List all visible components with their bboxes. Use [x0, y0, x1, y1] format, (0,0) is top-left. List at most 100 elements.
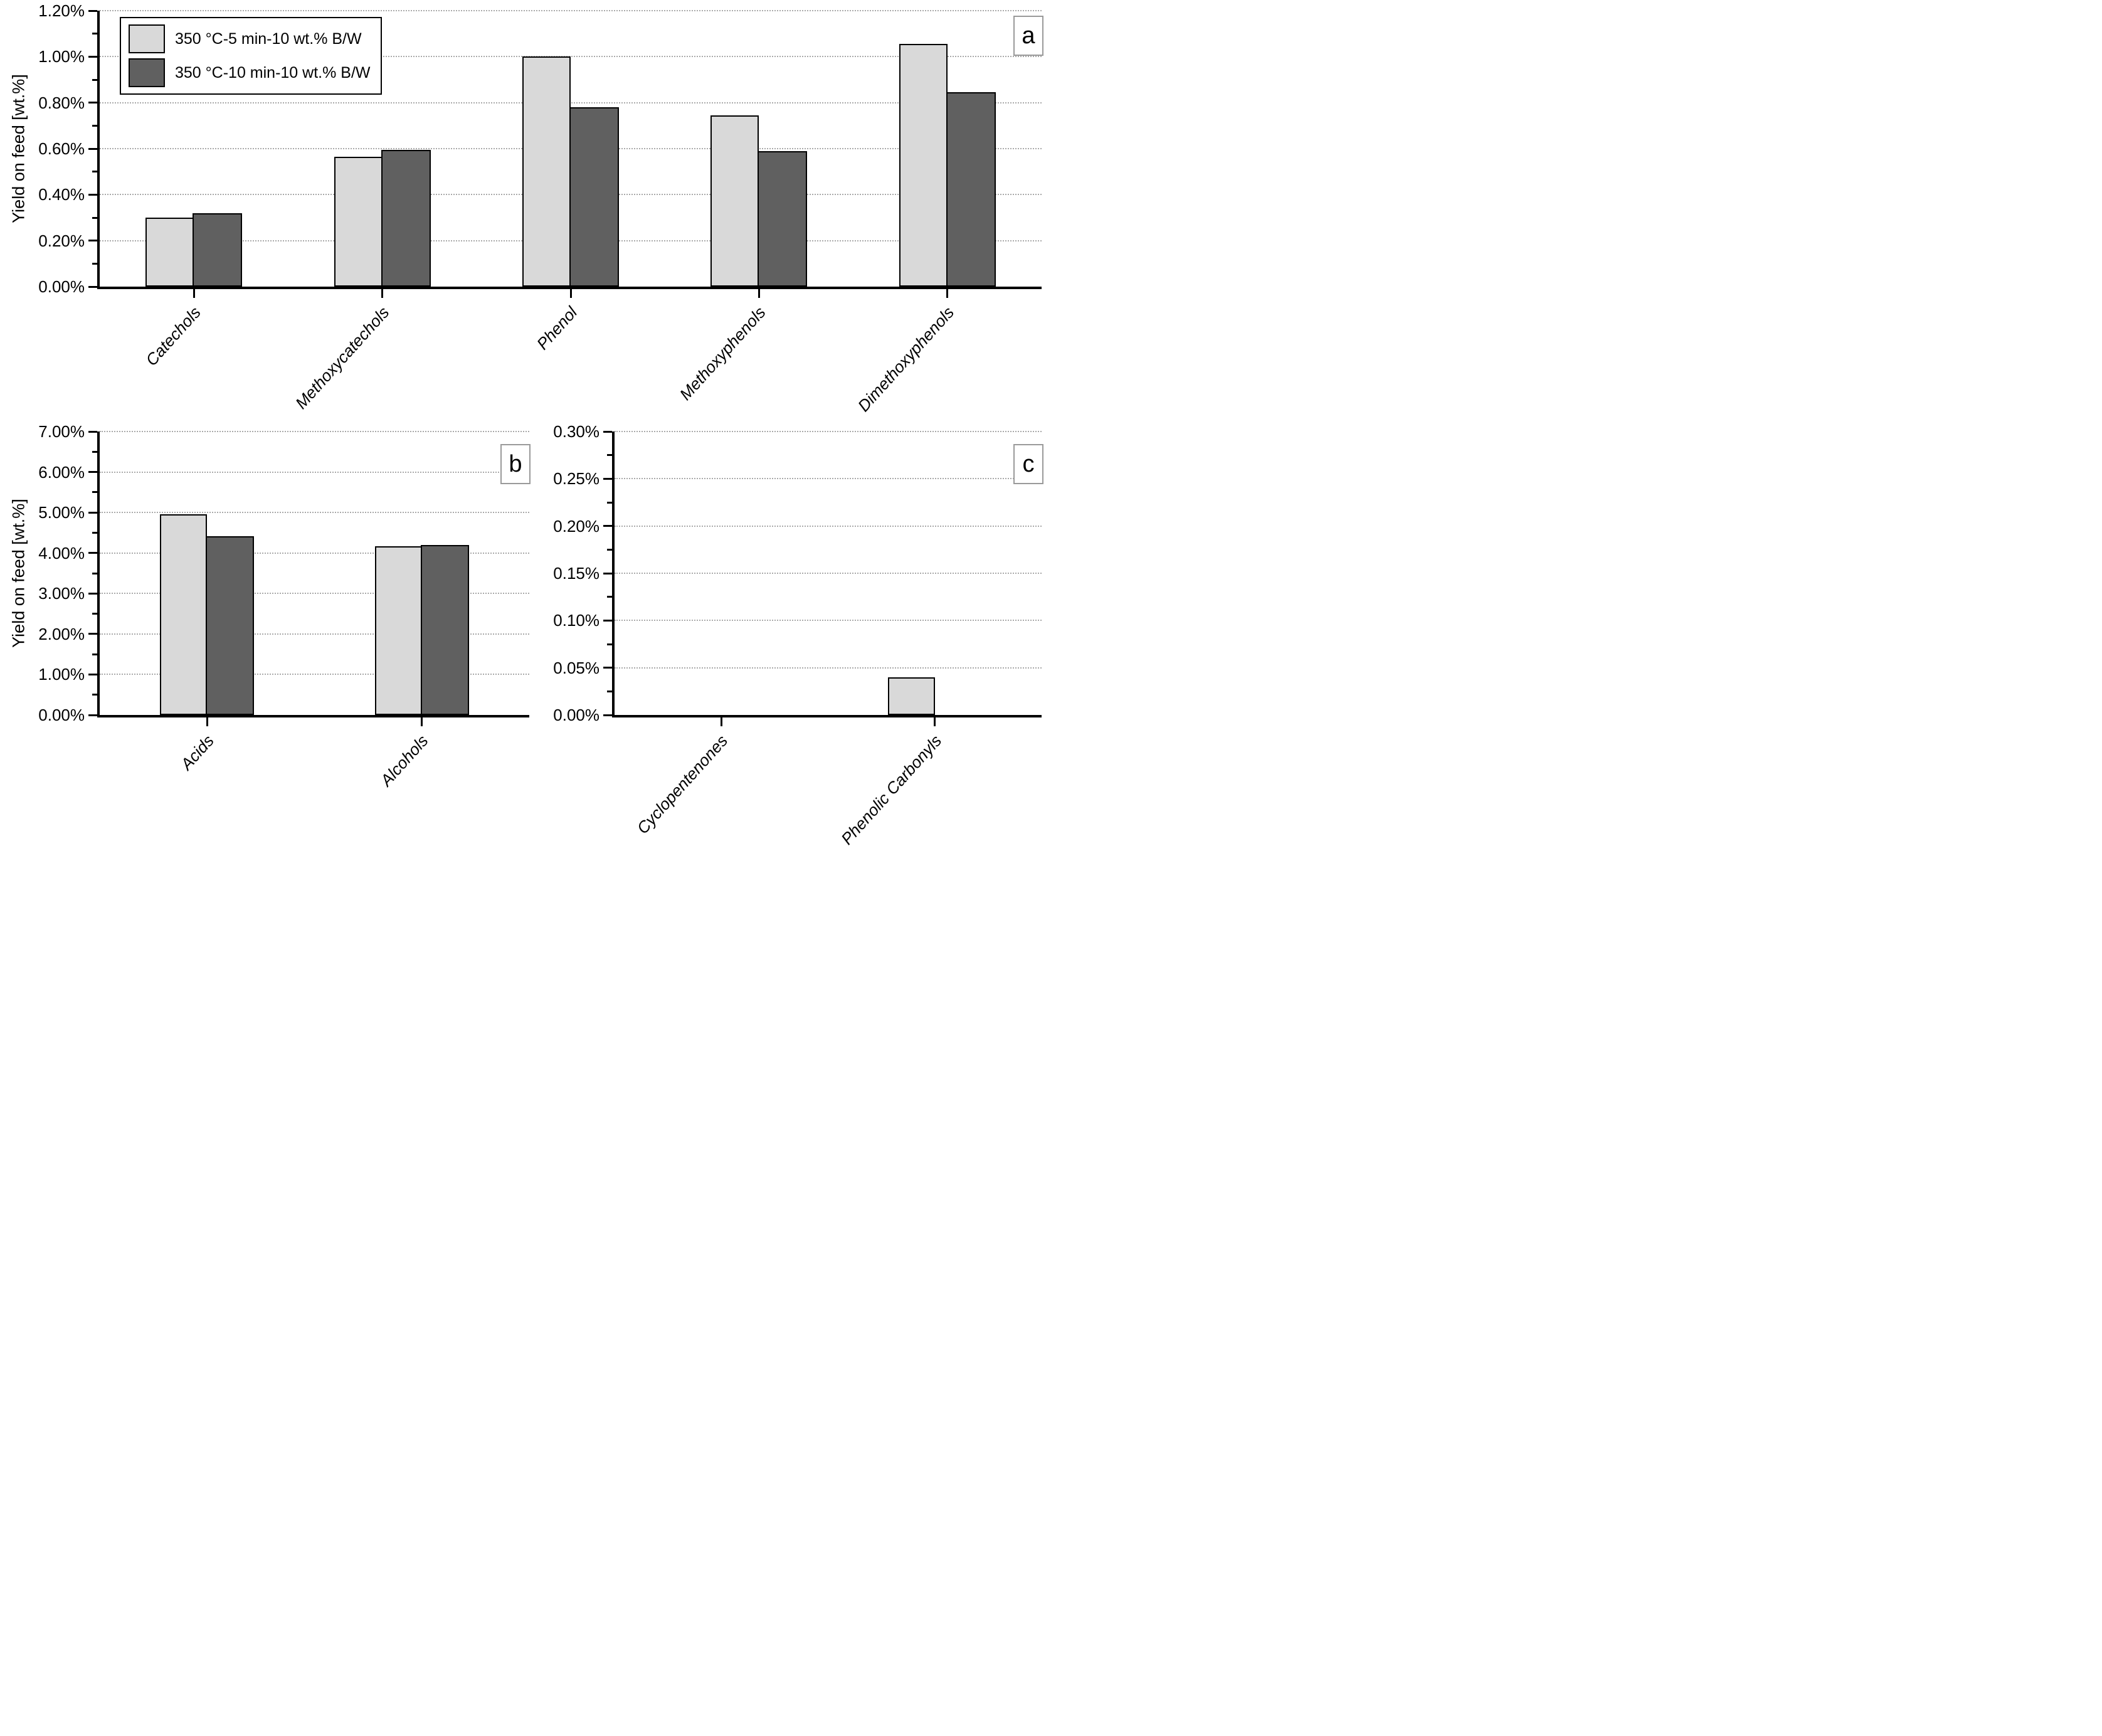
x-tick: [421, 717, 423, 726]
bar-series2-acids: [206, 536, 255, 715]
legend-swatch-dark: [129, 58, 165, 87]
y-tick-label: 0.05%: [553, 658, 599, 677]
bar-series1-dimethoxyphenols: [899, 44, 948, 287]
y-tick-label: 0.10%: [553, 611, 599, 630]
bar-series2-catechols: [193, 213, 243, 287]
y-tick-label: 0.60%: [38, 139, 85, 158]
y-minor-tick: [92, 694, 97, 696]
y-minor-tick: [607, 548, 612, 551]
y-gridline: [100, 10, 1042, 11]
category-label: Phenol: [532, 303, 581, 354]
y-minor-tick: [92, 171, 97, 173]
y-major-tick: [603, 714, 612, 716]
y-minor-tick: [92, 531, 97, 534]
category-label: Cyclopentenones: [633, 731, 732, 838]
y-major-tick: [88, 592, 97, 595]
y-minor-tick: [92, 491, 97, 494]
y-gridline: [615, 525, 1042, 527]
bar-series1-methoxycatechols: [334, 156, 383, 287]
y-tick-label: 7.00%: [38, 422, 85, 441]
y-minor-tick: [92, 33, 97, 35]
x-tick: [381, 289, 384, 298]
y-tick-label: 3.00%: [38, 584, 85, 603]
y-minor-tick: [92, 216, 97, 219]
y-minor-tick: [607, 501, 612, 504]
y-gridline: [100, 552, 529, 554]
y-gridline: [615, 620, 1042, 622]
y-tick-label: 5.00%: [38, 503, 85, 522]
y-tick-label: 0.15%: [553, 564, 599, 583]
y-major-tick: [88, 193, 97, 196]
y-tick-label: 0.00%: [38, 706, 85, 724]
y-minor-tick: [92, 262, 97, 265]
x-tick: [569, 289, 572, 298]
y-minor-tick: [92, 450, 97, 453]
y-axis-title-panel-b: Yield on feed [wt.%]: [9, 499, 28, 648]
category-label: Alcohols: [376, 731, 433, 790]
bar-series2-dimethoxyphenols: [946, 92, 996, 287]
x-tick: [934, 717, 936, 726]
y-tick-label: 0.80%: [38, 93, 85, 112]
y-gridline: [615, 478, 1042, 480]
legend-label: 350 °C-10 min-10 wt.% B/W: [175, 63, 371, 82]
legend-item: 350 °C-5 min-10 wt.% B/W: [129, 24, 371, 53]
y-gridline: [615, 667, 1042, 669]
y-minor-tick: [607, 596, 612, 598]
y-major-tick: [88, 147, 97, 150]
y-minor-tick: [92, 653, 97, 655]
panel-b-plot: b 0.00% 1.00% 2.00% 3.00% 4.00% 5.00% 6.00% 7.0…: [38, 423, 531, 790]
y-minor-tick: [92, 572, 97, 574]
y-gridline: [100, 431, 529, 432]
category-label: Catechols: [141, 303, 204, 370]
y-gridline: [615, 431, 1042, 432]
y-major-tick: [603, 619, 612, 622]
y-major-tick: [88, 102, 97, 104]
y-major-tick: [88, 9, 97, 12]
y-major-tick: [88, 285, 97, 288]
y-major-tick: [88, 471, 97, 474]
x-tick: [720, 717, 722, 726]
y-gridline: [100, 593, 529, 595]
bar-series1-methoxyphenols: [710, 115, 759, 287]
y-minor-tick: [607, 643, 612, 645]
category-label: Methoxycatechols: [291, 303, 393, 413]
y-major-tick: [88, 633, 97, 635]
y-major-tick: [603, 477, 612, 480]
y-tick-label: 0.25%: [553, 469, 599, 489]
category-label: Dimethoxyphenols: [853, 303, 958, 416]
bar-series1-alcohols: [374, 546, 422, 715]
y-tick-label: 0.40%: [38, 185, 85, 204]
x-tick: [758, 289, 760, 298]
y-tick-label: 0.00%: [553, 706, 599, 724]
y-gridline: [100, 512, 529, 514]
y-major-tick: [88, 511, 97, 514]
bar-series1-phenol: [522, 56, 571, 287]
y-major-tick: [603, 525, 612, 527]
panel-c-plot: c 0.00% 0.05% 0.10% 0.15% 0.20% 0.25% 0.30% Cyc…: [553, 423, 1043, 849]
y-minor-tick: [92, 613, 97, 615]
y-minor-tick: [607, 690, 612, 692]
panel-letter-c: c: [1013, 444, 1043, 484]
y-major-tick: [88, 430, 97, 433]
legend-item: 350 °C-10 min-10 wt.% B/W: [129, 58, 371, 87]
y-tick-label: 0.30%: [553, 422, 599, 441]
bar-series1-phenolic-carbonyls: [887, 677, 935, 715]
category-label: Phenolic Carbonyls: [837, 731, 946, 849]
category-label: Methoxyphenols: [675, 303, 769, 404]
y-major-tick: [88, 55, 97, 58]
bar-series2-methoxyphenols: [758, 151, 808, 287]
y-tick-label: 6.00%: [38, 462, 85, 482]
y-axis-title-panel-a: Yield on feed [wt.%]: [9, 74, 28, 223]
bar-series1-catechols: [145, 218, 194, 287]
panel-letter-b: b: [500, 444, 531, 484]
y-gridline: [100, 674, 529, 675]
y-major-tick: [603, 667, 612, 669]
y-gridline: [100, 471, 529, 473]
panel-letter-a: a: [1013, 16, 1043, 56]
y-major-tick: [603, 430, 612, 433]
x-tick: [193, 289, 195, 298]
y-minor-tick: [92, 78, 97, 81]
y-tick-label: 0.20%: [38, 231, 85, 250]
legend-swatch-light: [129, 24, 165, 53]
y-tick-label: 0.00%: [38, 277, 85, 296]
